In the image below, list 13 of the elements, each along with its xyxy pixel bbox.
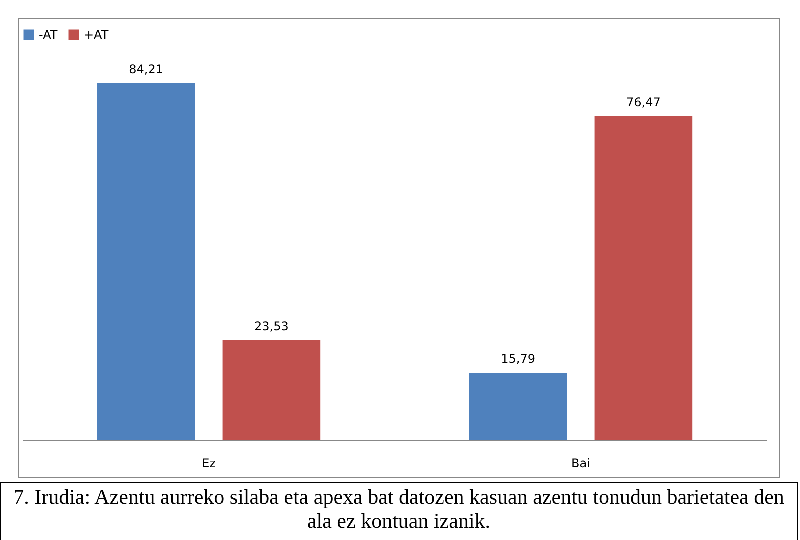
legend-label: -AT <box>39 28 58 42</box>
data-label: 23,53 <box>254 319 289 334</box>
bar <box>469 373 568 440</box>
bar <box>594 116 693 440</box>
text: 7. Irudia: Azentu aurreko silaba eta apexa bat datozen kasuan azentu tonudun barietatea den ala ez kontuan izanik. <box>0 482 798 540</box>
data-label: 84,21 <box>129 62 164 77</box>
bar <box>97 84 196 440</box>
data-label: 76,47 <box>626 95 661 110</box>
x-tick-label: Bai <box>572 456 590 470</box>
x-tick-label: Ez <box>202 456 216 470</box>
bar <box>222 340 321 440</box>
data-label: 15,79 <box>501 352 536 366</box>
legend-label: +AT <box>84 28 110 42</box>
